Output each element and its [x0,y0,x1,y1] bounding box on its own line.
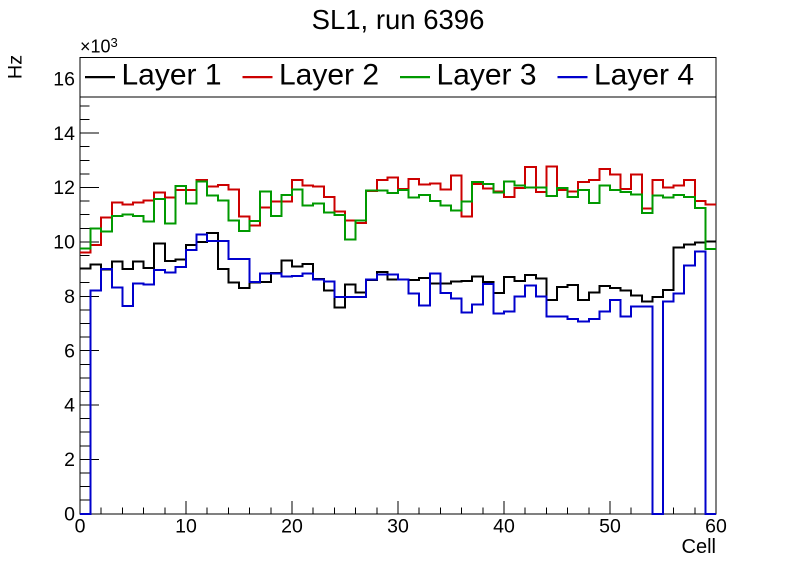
svg-text:Cell: Cell [682,536,716,558]
svg-text:6: 6 [64,340,75,362]
svg-text:12: 12 [53,177,75,199]
svg-text:Layer 3: Layer 3 [437,58,537,91]
svg-text:Layer 2: Layer 2 [279,58,379,91]
svg-text:Hz: Hz [5,55,27,79]
svg-text:4: 4 [64,395,75,417]
svg-text:Layer 1: Layer 1 [122,58,222,91]
svg-text:0: 0 [64,504,75,526]
svg-text:30: 30 [387,516,409,538]
svg-text:SL1, run 6396: SL1, run 6396 [312,4,485,35]
svg-text:Layer 4: Layer 4 [594,58,694,91]
svg-text:10: 10 [175,516,197,538]
svg-text:20: 20 [281,516,303,538]
svg-text:40: 40 [493,516,515,538]
svg-text:2: 2 [64,449,75,471]
svg-text:8: 8 [64,286,75,308]
svg-text:60: 60 [705,516,727,538]
svg-text:16: 16 [53,69,75,91]
svg-text:50: 50 [599,516,621,538]
svg-text:0: 0 [75,516,86,538]
svg-text:10: 10 [53,232,75,254]
svg-text:×103: ×103 [80,35,118,57]
svg-text:14: 14 [53,123,75,145]
